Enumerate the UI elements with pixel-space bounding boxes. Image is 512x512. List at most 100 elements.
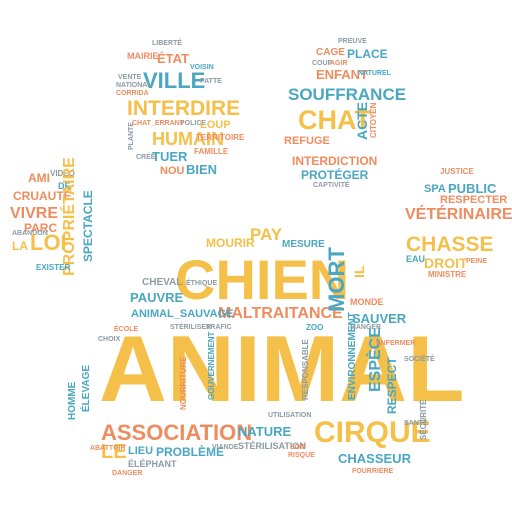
word-elevage: ÉLEVAGE (81, 364, 92, 412)
word-monde: MONDE (350, 297, 384, 307)
word-peine: PEINE (466, 258, 488, 265)
word-agir: AGIR (330, 60, 348, 67)
word-nou: NOU (160, 165, 185, 177)
word-chat: CHAT (298, 105, 371, 135)
word-justice: JUSTICE (440, 167, 474, 176)
word-zoo: ZOO (306, 323, 324, 332)
word-acte: ACTE (354, 101, 370, 140)
word-sterilisation: STÉRILISATION (238, 441, 306, 451)
word-animal-sauvage: ANIMAL_SAUVAGE (131, 308, 234, 320)
word-gouvernement: GOUVERNEMENT (207, 331, 216, 400)
word-plante: PLANTE (128, 122, 135, 150)
word-ami: AMI (28, 171, 50, 185)
word-chien: CHIEN (175, 248, 350, 311)
word-sauver: SAUVER (352, 311, 407, 326)
word-trafic: TRAFIC (206, 324, 232, 331)
word-chasseur: CHASSEUR (338, 451, 411, 466)
word-loi: LOI (30, 230, 67, 255)
word-spectacle: SPECTACLE (81, 190, 95, 262)
word-parc: PARC (24, 221, 58, 235)
word-respecter: RESPECTER (440, 194, 508, 206)
word-video: VIDÉO (50, 169, 75, 178)
word-mesure: MESURE (282, 239, 325, 250)
word-nourriture: NOURRITURE (179, 356, 188, 410)
word-mourir: MOURIR (206, 236, 255, 250)
word-fourriere: FOURRIÈRE (352, 468, 394, 475)
word-loup: LOUP (200, 119, 231, 131)
word-cruaute: CRUAUTÉ (13, 189, 72, 203)
word-liberte: LIBERTÉ (152, 40, 182, 47)
word-citoyen: CITOYEN (369, 102, 378, 138)
word-il: IL (351, 265, 367, 278)
word-animal: ANIMAL (99, 316, 465, 421)
word-cirque: CIRQUE (314, 416, 431, 449)
word-voisin: VOISIN (190, 64, 214, 71)
word-probleme: PROBLÈME (156, 445, 225, 459)
word-place: PLACE (347, 47, 388, 61)
word-interdiction: INTERDICTION (292, 154, 378, 168)
word-spa: SPA (424, 183, 446, 195)
word-vivre: VIVRE (10, 205, 59, 222)
word-bien: BIEN (186, 162, 218, 177)
word-utilisation: UTILISATION (268, 412, 312, 419)
word-enfermer: ENFERMER (376, 340, 416, 347)
word-humain: HUMAIN (152, 129, 224, 149)
word-public: PUBLIC (448, 181, 497, 196)
word-abandon: ABANDON (12, 230, 48, 237)
word-souffrance: SOUFFRANCE (288, 85, 407, 104)
word-association: ASSOCIATION (101, 420, 253, 445)
word-societe: SOCIÉTÉ (404, 356, 435, 363)
word-responsable: RESPONSABLE (301, 339, 310, 400)
word-soif: SOIF (290, 444, 307, 451)
word-refuge: REFUGE (284, 135, 330, 147)
word-manger: MANGER (350, 324, 382, 331)
word-vente: VENTE (118, 74, 142, 81)
word-homme: HOMME (67, 381, 78, 420)
word-tuer: TUER (152, 149, 188, 164)
word-eau: EAU (406, 254, 426, 264)
word-pay: PAY (250, 225, 283, 244)
word-corrida: CORRIDA (116, 90, 149, 97)
word-cage: CAGE (316, 47, 345, 58)
word-famille: FAMILLE (194, 147, 229, 156)
word-respect: RESPECT (385, 357, 399, 414)
word-espece: ESPÈCE (367, 327, 384, 392)
word-interdire: INTERDIRE (127, 97, 241, 120)
word-la: LA (12, 239, 28, 253)
word-etat: ÉTAT (157, 51, 190, 66)
word-coup: COUP (312, 60, 333, 67)
word-de: DE (58, 181, 71, 191)
word-existe: EXISTER (36, 263, 71, 272)
word-ville: VILLE (143, 68, 206, 93)
word-abattoir: ABATTOIR (90, 445, 126, 452)
word-proteger: PROTÉGER (301, 168, 369, 182)
word-preuve: PREUVE (338, 38, 367, 45)
word-choix: CHOIX (98, 336, 121, 343)
word-police: POLICE (180, 120, 207, 127)
word-le: LE (101, 441, 127, 463)
word-veterinaire: VÉTÉRINAIRE (405, 206, 512, 223)
word-captivite: CAPTIVITÉ (313, 182, 350, 189)
word-ethique: ÉTHIQUE (186, 280, 218, 287)
word-patte: PATTE (200, 78, 222, 85)
word-proprietaire: PROPRIÉTAIRE (61, 157, 78, 276)
word-mairie: MAIRIE (127, 51, 159, 61)
word-maltraitance: MALTRAITANCE (218, 305, 343, 322)
word-territoire: TERRITOIRE (196, 133, 245, 142)
word-ministre: MINISTRE (428, 270, 467, 279)
word-chasse: CHASSE (406, 233, 494, 256)
word-mort: MORT (324, 247, 349, 312)
word-pauvre: PAUVRE (130, 290, 184, 305)
word-sterile: STÉRILISER (170, 324, 212, 331)
word-elephant: ÉLÉPHANT (128, 459, 177, 469)
word-sante: SANTÉ (404, 420, 428, 427)
word-danger: DANGER (112, 470, 143, 477)
word-risque: RISQUE (288, 452, 315, 459)
word-chat-errant: CHAT_ERRANT (132, 120, 184, 127)
word-lieu: LIEU (128, 445, 154, 457)
word-viande: VIANDE (212, 444, 239, 451)
word-enfant: ENFANT (316, 67, 368, 82)
word-cree: CRÉÉ (136, 154, 156, 161)
word-cheval: CHEVAL (142, 277, 183, 288)
